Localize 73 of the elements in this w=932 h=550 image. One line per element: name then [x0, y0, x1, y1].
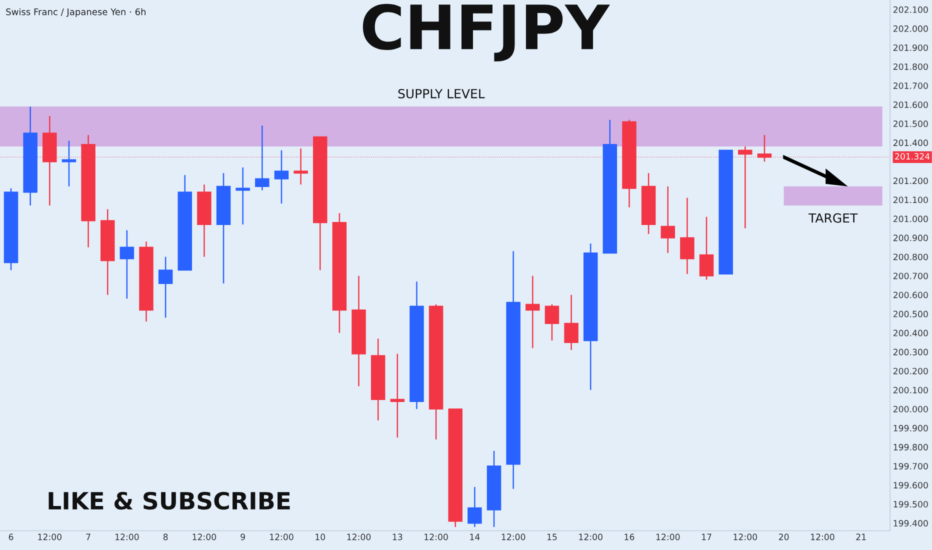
x-tick-label: 12:00	[424, 534, 448, 540]
chart-title: CHFJPY	[362, 4, 610, 62]
candlestick	[468, 486, 482, 528]
candlestick	[390, 353, 405, 438]
x-tick-label: 6	[8, 534, 14, 540]
y-tick-label: 199.400	[894, 520, 928, 527]
candlestick	[680, 197, 694, 275]
band-label: SUPPLY LEVEL	[398, 88, 485, 98]
y-tick-label: 201.100	[893, 196, 928, 204]
y-tick-label: 200.500	[893, 310, 928, 318]
ref-line-label: 201.324	[895, 153, 930, 160]
candlestick	[699, 216, 714, 280]
annotation: LIKE & SUBSCRIBE	[48, 492, 290, 510]
y-tick-label: 200.000	[893, 406, 928, 412]
candlestick	[120, 230, 134, 300]
y-tick-label: 200.900	[893, 234, 928, 242]
x-tick-label: 12:00	[38, 534, 62, 540]
y-tick-label: 199.500	[894, 501, 928, 508]
x-tick-label: 10	[316, 534, 326, 540]
y-tick-label: 201.000	[893, 216, 928, 222]
candlestick	[660, 186, 676, 254]
text: Swiss Franc / Japanese Yen · 6h	[6, 8, 146, 17]
candlestick	[274, 150, 289, 204]
y-tick-label: 199.600	[894, 482, 928, 488]
band-label: TARGET	[808, 213, 858, 223]
y-tick-label: 201.700	[893, 82, 928, 89]
x-tick-label: 17	[702, 534, 712, 540]
y-tick-label: 202.100	[893, 6, 928, 13]
x-tick-label: 20	[778, 534, 789, 540]
y-tick-label: 200.600	[893, 292, 928, 298]
y-tick-label: 202.000	[893, 25, 928, 32]
candlestick	[757, 134, 772, 162]
x-tick-label: 12:00	[270, 534, 294, 540]
candlestick	[236, 166, 250, 226]
candlestick	[62, 140, 76, 188]
x-tick-label: 14	[470, 534, 480, 540]
candlestick	[544, 304, 560, 342]
x-tick-label: 12:00	[810, 534, 834, 540]
y-tick-label: 201.600	[893, 102, 928, 108]
candlestick	[738, 146, 752, 229]
y-tick-label: 201.200	[893, 178, 928, 184]
x-tick-label: 15	[547, 534, 557, 540]
x-tick-label: 12:00	[347, 534, 371, 540]
x-tick-label: 9	[240, 534, 245, 540]
x-tick-label: 7	[86, 534, 90, 540]
x-tick-label: 12:00	[502, 534, 526, 540]
y-tick-label: 201.800	[893, 63, 928, 70]
y-tick-label: 201.900	[893, 44, 928, 51]
x-tick-label: 12:00	[192, 534, 216, 540]
y-tick-label: 200.400	[893, 330, 928, 336]
x-tick-label: 13	[392, 534, 402, 540]
y-tick-label: 200.100	[893, 386, 928, 394]
x-tick-label: 8	[163, 534, 168, 540]
x-tick-label: 12:00	[579, 534, 602, 540]
candlestick	[564, 294, 578, 351]
y-tick-label: 200.300	[893, 348, 928, 356]
candlestick	[255, 124, 270, 191]
y-tick-label: 199.900	[894, 424, 928, 432]
candlestick	[158, 256, 173, 318]
y-tick-label: 200.800	[893, 254, 928, 260]
y-tick-label: 200.200	[893, 368, 928, 374]
x-tick-label: 12:00	[115, 534, 139, 540]
x-tick-label: 12:00	[656, 534, 680, 540]
y-tick-label: 199.800	[894, 444, 928, 450]
y-tick-label: 200.700	[893, 272, 928, 280]
y-tick-label: 201.400	[893, 140, 928, 146]
x-tick-label: 21	[856, 534, 866, 540]
candlestick	[294, 148, 308, 186]
candlestick	[526, 275, 540, 349]
x-tick-label: 16	[624, 534, 634, 540]
y-tick-label: 199.700	[894, 462, 928, 470]
x-tick-label: 12:00	[734, 534, 757, 540]
y-tick-label: 201.500	[893, 120, 928, 128]
